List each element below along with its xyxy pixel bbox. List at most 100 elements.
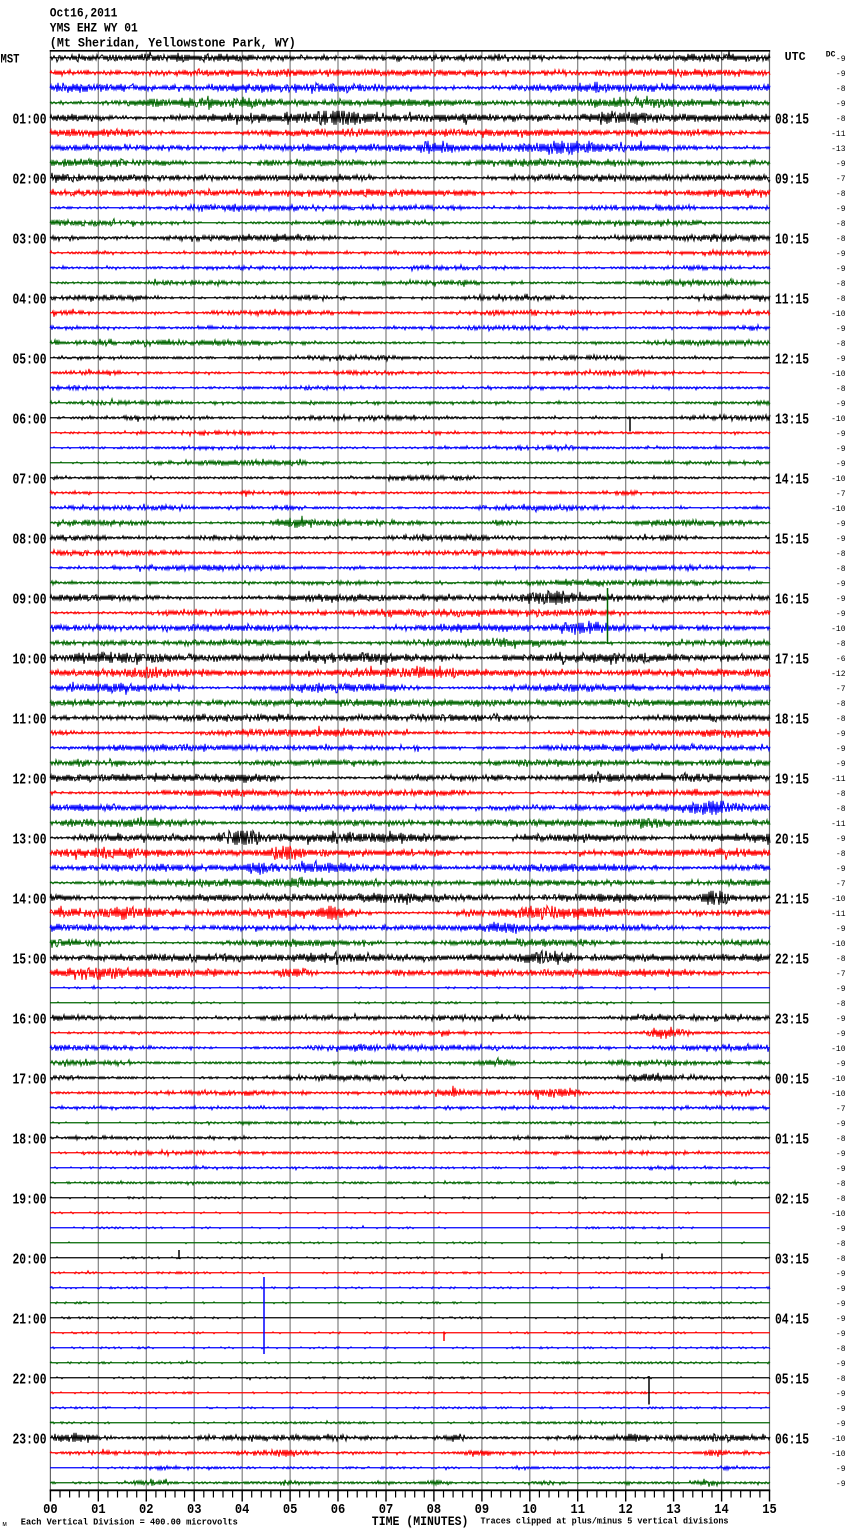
svg-text:13:15: 13:15 — [775, 412, 809, 428]
svg-text:Oct16,2011: Oct16,2011 — [50, 5, 118, 20]
svg-text:-8: -8 — [836, 1195, 846, 1204]
svg-text:13: 13 — [666, 1502, 681, 1518]
svg-text:-7: -7 — [836, 880, 846, 889]
svg-text:04:15: 04:15 — [775, 1312, 809, 1328]
svg-text:10:00: 10:00 — [13, 652, 47, 668]
svg-text:-10: -10 — [831, 1210, 846, 1219]
svg-text:-7: -7 — [836, 970, 846, 979]
svg-text:-8: -8 — [836, 715, 846, 724]
svg-text:-10: -10 — [831, 310, 846, 319]
svg-text:-8: -8 — [836, 640, 846, 649]
svg-text:-8: -8 — [836, 550, 846, 559]
svg-text:-10: -10 — [831, 415, 846, 424]
svg-text:03:00: 03:00 — [13, 232, 47, 248]
svg-text:-9: -9 — [836, 610, 846, 619]
svg-text:-10: -10 — [831, 1450, 846, 1459]
svg-text:-9: -9 — [836, 265, 846, 274]
svg-text:17:15: 17:15 — [775, 652, 809, 668]
svg-text:-7: -7 — [836, 685, 846, 694]
svg-text:07:00: 07:00 — [13, 472, 47, 488]
svg-text:22:15: 22:15 — [775, 952, 809, 968]
svg-text:06:15: 06:15 — [775, 1432, 809, 1448]
svg-text:20:15: 20:15 — [775, 832, 809, 848]
svg-text:06: 06 — [331, 1502, 346, 1518]
svg-text:-11: -11 — [831, 820, 846, 829]
svg-text:14:15: 14:15 — [775, 472, 809, 488]
svg-text:13:00: 13:00 — [13, 832, 47, 848]
svg-text:15: 15 — [762, 1502, 777, 1518]
svg-text:09: 09 — [475, 1502, 490, 1518]
svg-text:DC: DC — [826, 51, 836, 60]
svg-text:-8: -8 — [836, 235, 846, 244]
svg-text:-10: -10 — [831, 895, 846, 904]
svg-text:07: 07 — [379, 1502, 394, 1518]
svg-text:-8: -8 — [836, 295, 846, 304]
svg-text:-8: -8 — [836, 805, 846, 814]
svg-text:15:15: 15:15 — [775, 532, 809, 548]
svg-text:01:00: 01:00 — [13, 112, 47, 128]
svg-text:-10: -10 — [831, 1435, 846, 1444]
svg-text:-9: -9 — [836, 1285, 846, 1294]
svg-text:-9: -9 — [836, 1030, 846, 1039]
svg-text:Traces clipped at plus/minus 5: Traces clipped at plus/minus 5 vertical … — [481, 1516, 729, 1527]
svg-text:-8: -8 — [836, 1180, 846, 1189]
svg-text:-9: -9 — [836, 1465, 846, 1474]
svg-text:05:15: 05:15 — [775, 1372, 809, 1388]
svg-text:-10: -10 — [831, 475, 846, 484]
svg-text:-9: -9 — [836, 520, 846, 529]
svg-text:-9: -9 — [836, 1390, 846, 1399]
svg-text:YMS EHZ WY 01: YMS EHZ WY 01 — [50, 20, 138, 35]
svg-text:-10: -10 — [831, 505, 846, 514]
svg-text:12: 12 — [618, 1502, 633, 1518]
svg-text:-10: -10 — [831, 1045, 846, 1054]
svg-text:-9: -9 — [836, 1270, 846, 1279]
svg-text:-9: -9 — [836, 1225, 846, 1234]
svg-text:17:00: 17:00 — [13, 1072, 47, 1088]
svg-text:18:15: 18:15 — [775, 712, 809, 728]
svg-text:12:15: 12:15 — [775, 352, 809, 368]
svg-text:м: м — [3, 1521, 7, 1529]
svg-text:TIME (MINUTES): TIME (MINUTES) — [372, 1514, 469, 1529]
svg-text:-8: -8 — [836, 955, 846, 964]
svg-text:09:00: 09:00 — [13, 592, 47, 608]
svg-text:-11: -11 — [831, 130, 846, 139]
svg-text:-9: -9 — [836, 100, 846, 109]
svg-text:19:15: 19:15 — [775, 772, 809, 788]
svg-text:-9: -9 — [836, 1420, 846, 1429]
svg-text:-9: -9 — [836, 55, 846, 64]
svg-text:15:00: 15:00 — [13, 952, 47, 968]
svg-text:01:15: 01:15 — [775, 1132, 809, 1148]
svg-text:-10: -10 — [831, 1075, 846, 1084]
svg-text:-10: -10 — [831, 1090, 846, 1099]
svg-text:-8: -8 — [836, 190, 846, 199]
svg-text:01: 01 — [91, 1502, 106, 1518]
svg-text:11:00: 11:00 — [13, 712, 47, 728]
svg-text:08:15: 08:15 — [775, 112, 809, 128]
svg-text:-9: -9 — [836, 1120, 846, 1129]
svg-text:08: 08 — [427, 1502, 442, 1518]
svg-text:11:15: 11:15 — [775, 292, 809, 308]
svg-text:-7: -7 — [836, 1105, 846, 1114]
svg-text:-11: -11 — [831, 910, 846, 919]
svg-text:-9: -9 — [836, 1150, 846, 1159]
svg-text:-9: -9 — [836, 1405, 846, 1414]
svg-text:12:00: 12:00 — [13, 772, 47, 788]
svg-text:06:00: 06:00 — [13, 412, 47, 428]
svg-text:05:00: 05:00 — [13, 352, 47, 368]
svg-text:00: 00 — [43, 1502, 58, 1518]
svg-text:05: 05 — [283, 1502, 298, 1518]
svg-text:-8: -8 — [836, 1240, 846, 1249]
svg-text:-9: -9 — [836, 205, 846, 214]
svg-text:-8: -8 — [836, 1375, 846, 1384]
svg-text:09:15: 09:15 — [775, 172, 809, 188]
svg-text:-9: -9 — [836, 355, 846, 364]
svg-text:-8: -8 — [836, 280, 846, 289]
svg-text:16:00: 16:00 — [13, 1012, 47, 1028]
svg-text:04:00: 04:00 — [13, 292, 47, 308]
svg-text:-11: -11 — [831, 775, 846, 784]
svg-text:22:00: 22:00 — [13, 1372, 47, 1388]
svg-text:-8: -8 — [836, 850, 846, 859]
svg-text:21:15: 21:15 — [775, 892, 809, 908]
svg-text:14:00: 14:00 — [13, 892, 47, 908]
svg-text:-9: -9 — [836, 760, 846, 769]
